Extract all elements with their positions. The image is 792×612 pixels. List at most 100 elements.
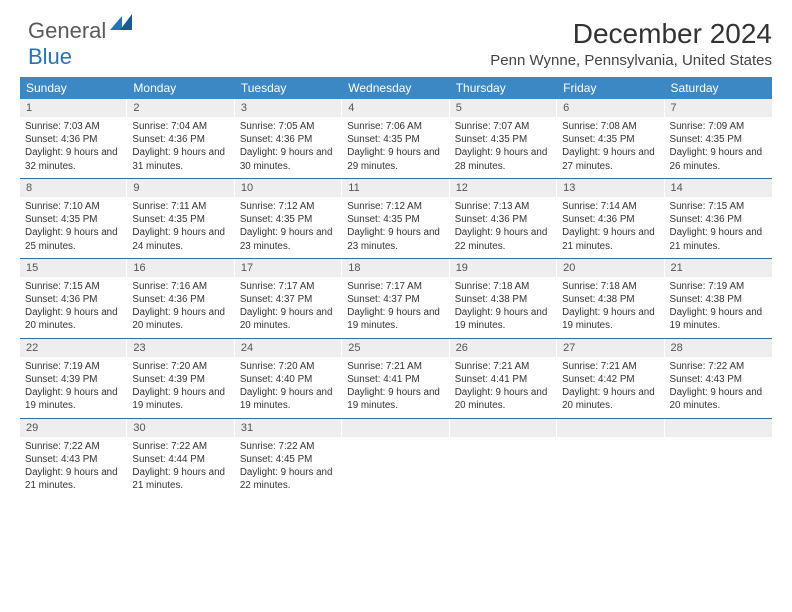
day-details: Sunrise: 7:06 AMSunset: 4:35 PMDaylight:… [342,117,449,178]
calendar: Sunday Monday Tuesday Wednesday Thursday… [20,77,772,497]
sunrise-line: Sunrise: 7:06 AM [347,120,444,133]
day-number: 19 [450,259,557,277]
sunset-line: Sunset: 4:45 PM [240,453,337,466]
day-details: Sunrise: 7:18 AMSunset: 4:38 PMDaylight:… [450,277,557,338]
day-number: 4 [342,99,449,117]
day-number: 18 [342,259,449,277]
sunrise-line: Sunrise: 7:22 AM [132,440,229,453]
calendar-day: 30Sunrise: 7:22 AMSunset: 4:44 PMDayligh… [127,419,234,498]
calendar-day: 23Sunrise: 7:20 AMSunset: 4:39 PMDayligh… [127,339,234,418]
sunset-line: Sunset: 4:36 PM [240,133,337,146]
day-details [557,437,664,491]
sunset-line: Sunset: 4:44 PM [132,453,229,466]
calendar-day: 24Sunrise: 7:20 AMSunset: 4:40 PMDayligh… [235,339,342,418]
calendar-day: . [342,419,449,498]
logo-mark-icon [110,10,132,36]
calendar-day: 21Sunrise: 7:19 AMSunset: 4:38 PMDayligh… [665,259,772,338]
calendar-day: 20Sunrise: 7:18 AMSunset: 4:38 PMDayligh… [557,259,664,338]
sunset-line: Sunset: 4:38 PM [455,293,552,306]
sunrise-line: Sunrise: 7:19 AM [25,360,122,373]
day-details: Sunrise: 7:13 AMSunset: 4:36 PMDaylight:… [450,197,557,258]
day-details: Sunrise: 7:12 AMSunset: 4:35 PMDaylight:… [235,197,342,258]
day-details: Sunrise: 7:07 AMSunset: 4:35 PMDaylight:… [450,117,557,178]
calendar-day: 11Sunrise: 7:12 AMSunset: 4:35 PMDayligh… [342,179,449,258]
calendar-day: 7Sunrise: 7:09 AMSunset: 4:35 PMDaylight… [665,99,772,178]
sunrise-line: Sunrise: 7:15 AM [670,200,767,213]
sunrise-line: Sunrise: 7:11 AM [132,200,229,213]
sunrise-line: Sunrise: 7:08 AM [562,120,659,133]
sunrise-line: Sunrise: 7:20 AM [132,360,229,373]
calendar-day: 18Sunrise: 7:17 AMSunset: 4:37 PMDayligh… [342,259,449,338]
dow-monday: Monday [127,77,234,99]
day-details: Sunrise: 7:15 AMSunset: 4:36 PMDaylight:… [665,197,772,258]
day-details: Sunrise: 7:03 AMSunset: 4:36 PMDaylight:… [20,117,127,178]
day-details [342,437,449,491]
calendar-day: 14Sunrise: 7:15 AMSunset: 4:36 PMDayligh… [665,179,772,258]
day-details: Sunrise: 7:10 AMSunset: 4:35 PMDaylight:… [20,197,127,258]
sunrise-line: Sunrise: 7:03 AM [25,120,122,133]
calendar-day: . [557,419,664,498]
day-details: Sunrise: 7:22 AMSunset: 4:43 PMDaylight:… [20,437,127,498]
daylight-line: Daylight: 9 hours and 20 minutes. [562,386,659,412]
sunset-line: Sunset: 4:35 PM [670,133,767,146]
calendar-day: . [450,419,557,498]
calendar-week: 22Sunrise: 7:19 AMSunset: 4:39 PMDayligh… [20,339,772,419]
daylight-line: Daylight: 9 hours and 27 minutes. [562,146,659,172]
sunset-line: Sunset: 4:36 PM [455,213,552,226]
sunrise-line: Sunrise: 7:17 AM [240,280,337,293]
sunset-line: Sunset: 4:43 PM [25,453,122,466]
day-number: 27 [557,339,664,357]
sunrise-line: Sunrise: 7:12 AM [347,200,444,213]
daylight-line: Daylight: 9 hours and 29 minutes. [347,146,444,172]
sunset-line: Sunset: 4:35 PM [240,213,337,226]
calendar-day: 12Sunrise: 7:13 AMSunset: 4:36 PMDayligh… [450,179,557,258]
daylight-line: Daylight: 9 hours and 30 minutes. [240,146,337,172]
sunset-line: Sunset: 4:36 PM [132,293,229,306]
day-number: . [665,419,772,437]
location-subtitle: Penn Wynne, Pennsylvania, United States [20,52,772,69]
day-details [665,437,772,491]
sunset-line: Sunset: 4:38 PM [562,293,659,306]
day-number: . [557,419,664,437]
day-number: 13 [557,179,664,197]
sunset-line: Sunset: 4:36 PM [670,213,767,226]
day-number: 12 [450,179,557,197]
day-number: 2 [127,99,234,117]
page-header: December 2024 Penn Wynne, Pennsylvania, … [20,18,772,69]
day-number: 24 [235,339,342,357]
day-number: 17 [235,259,342,277]
sunset-line: Sunset: 4:36 PM [25,133,122,146]
day-number: 8 [20,179,127,197]
day-details: Sunrise: 7:20 AMSunset: 4:39 PMDaylight:… [127,357,234,418]
day-number: 28 [665,339,772,357]
sunset-line: Sunset: 4:36 PM [25,293,122,306]
sunset-line: Sunset: 4:39 PM [25,373,122,386]
sunset-line: Sunset: 4:37 PM [240,293,337,306]
calendar-day: 3Sunrise: 7:05 AMSunset: 4:36 PMDaylight… [235,99,342,178]
calendar-day: 13Sunrise: 7:14 AMSunset: 4:36 PMDayligh… [557,179,664,258]
sunrise-line: Sunrise: 7:19 AM [670,280,767,293]
day-number: 1 [20,99,127,117]
day-number: . [342,419,449,437]
sunset-line: Sunset: 4:42 PM [562,373,659,386]
daylight-line: Daylight: 9 hours and 19 minutes. [25,386,122,412]
day-details: Sunrise: 7:21 AMSunset: 4:41 PMDaylight:… [342,357,449,418]
daylight-line: Daylight: 9 hours and 21 minutes. [562,226,659,252]
day-number: 21 [665,259,772,277]
daylight-line: Daylight: 9 hours and 22 minutes. [240,466,337,492]
day-number: 11 [342,179,449,197]
sunrise-line: Sunrise: 7:21 AM [347,360,444,373]
day-details: Sunrise: 7:19 AMSunset: 4:38 PMDaylight:… [665,277,772,338]
month-title: December 2024 [20,18,772,50]
sunrise-line: Sunrise: 7:07 AM [455,120,552,133]
sunrise-line: Sunrise: 7:22 AM [240,440,337,453]
day-number: 10 [235,179,342,197]
daylight-line: Daylight: 9 hours and 21 minutes. [25,466,122,492]
sunrise-line: Sunrise: 7:15 AM [25,280,122,293]
day-details: Sunrise: 7:17 AMSunset: 4:37 PMDaylight:… [235,277,342,338]
dow-saturday: Saturday [665,77,772,99]
sunset-line: Sunset: 4:35 PM [25,213,122,226]
day-number: 22 [20,339,127,357]
sunrise-line: Sunrise: 7:20 AM [240,360,337,373]
sunrise-line: Sunrise: 7:16 AM [132,280,229,293]
